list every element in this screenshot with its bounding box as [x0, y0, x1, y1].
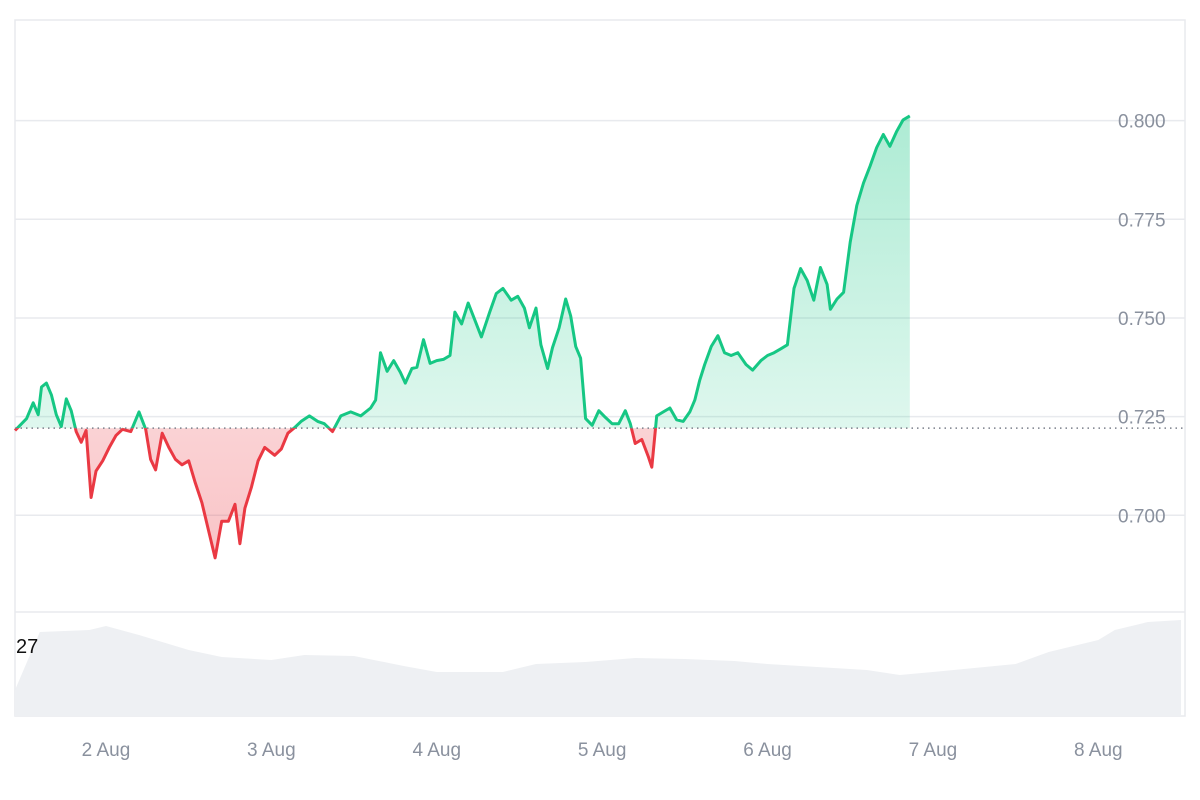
- x-tick-label: 2 Aug: [82, 740, 131, 761]
- x-tick-label: 6 Aug: [743, 740, 792, 761]
- up-fill: [17, 115, 910, 429]
- y-axis-labels: 0.700 0.725 0.750 0.775 0.800: [1118, 112, 1166, 528]
- down-line: [13, 428, 658, 560]
- x-tick-label: 3 Aug: [247, 740, 296, 761]
- volume-label: 27: [16, 636, 38, 658]
- y-tick-label: 0.775: [1118, 210, 1166, 231]
- volume-shape: [15, 620, 1181, 716]
- price-line: [13, 114, 911, 560]
- y-tick-label: 0.725: [1118, 408, 1166, 429]
- chart-frame: [14, 19, 1186, 717]
- x-axis-labels: 2 Aug 3 Aug 4 Aug 5 Aug 6 Aug 7 Aug 8 Aug: [82, 740, 1123, 761]
- x-tick-label: 4 Aug: [412, 740, 461, 761]
- price-area: [15, 115, 910, 558]
- y-tick-label: 0.700: [1118, 506, 1166, 527]
- volume-area: [15, 620, 1181, 716]
- x-tick-label: 5 Aug: [578, 740, 627, 761]
- x-tick-label: 7 Aug: [909, 740, 958, 761]
- up-line: [15, 114, 911, 429]
- y-tick-label: 0.800: [1118, 112, 1166, 133]
- y-tick-label: 0.750: [1118, 309, 1166, 330]
- x-tick-label: 8 Aug: [1074, 740, 1123, 761]
